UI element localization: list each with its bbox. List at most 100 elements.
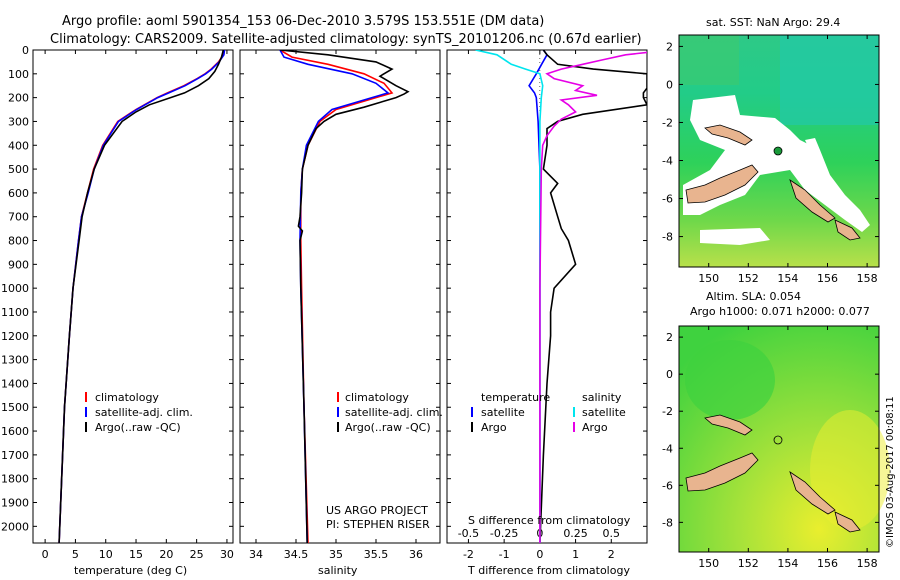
sst-map-frame <box>678 34 880 268</box>
title-line-1: Argo profile: aoml 5901354_153 06-Dec-20… <box>62 14 544 29</box>
legend-climatology: climatology <box>95 391 159 404</box>
s-tick-label: -0.25 <box>490 527 518 540</box>
series-group <box>475 50 647 543</box>
difference-xlabel: T difference from climatology <box>467 564 630 577</box>
map-y-tick-label: -8 <box>662 231 673 244</box>
depth-tick-label: 1400 <box>1 377 29 390</box>
map-y-tick-label: 2 <box>666 40 673 53</box>
x-tick-label: -2 <box>463 548 474 561</box>
x-tick-label: 15 <box>129 548 143 561</box>
x-tick-label: 10 <box>99 548 113 561</box>
sla-map <box>678 325 890 553</box>
depth-tick-label: 1100 <box>1 306 29 319</box>
map-ticks: 150 152 154 156 158 2 0 -2 -4 -6 -8 150 152 154 156 158… <box>662 35 879 570</box>
x-tick-label: 5 <box>72 548 79 561</box>
land-new-ireland <box>704 124 753 146</box>
sst-nodata-mask-2 <box>700 228 770 245</box>
legend-satellite: satellite-adj. clim. <box>95 406 193 419</box>
map-x-tick-label: 154 <box>777 557 798 570</box>
map-x-tick-label: 156 <box>817 557 838 570</box>
land-solomons <box>834 219 861 241</box>
series-group <box>279 50 410 543</box>
salinity-xlabel: salinity <box>318 564 358 577</box>
map-y-tick-label: -4 <box>662 442 673 455</box>
sst-warm-patch <box>780 35 879 125</box>
sla-map-frame <box>678 325 880 553</box>
map-y-tick-label: -6 <box>662 193 673 206</box>
x-tick-label: 34 <box>249 548 263 561</box>
imos-credit: ©IMOS 03-Aug-2017 00:08:11 <box>885 396 896 548</box>
depth-tick-label: 100 <box>8 68 29 81</box>
series-line-satellite-adj-clim- <box>58 50 226 543</box>
series-line-t-satellite <box>528 50 548 543</box>
legend-argo: Argo(..raw -QC) <box>345 421 431 434</box>
map-y-tick-label: -6 <box>662 479 673 492</box>
sst-map <box>678 34 880 268</box>
legend-argo: Argo(..raw -QC) <box>95 421 181 434</box>
sst-west-patch <box>679 35 739 85</box>
series-line-s-argo <box>539 51 647 543</box>
sla-high-patch <box>810 410 890 530</box>
x-tick-label: 34.5 <box>284 548 309 561</box>
depth-tick-label: 700 <box>8 211 29 224</box>
difference-top-label: S difference from climatology <box>468 514 631 527</box>
difference-panel: -2 -1 0 1 2-0.5 -0.25 0 0.25 0.5 <box>446 49 648 561</box>
legend-t-satellite: satellite <box>481 406 525 419</box>
map-x-tick-label: 152 <box>738 557 759 570</box>
series-line-argo-raw-qc- <box>279 50 410 543</box>
depth-tick-label: 1200 <box>1 330 29 343</box>
map-y-tick-label: 2 <box>666 331 673 344</box>
x-tick-label: 2 <box>608 548 615 561</box>
land-bougainville <box>789 471 836 515</box>
depth-tick-label: 1900 <box>1 497 29 510</box>
depth-tick-label: 1700 <box>1 449 29 462</box>
land-bougainville <box>789 179 836 223</box>
map-x-tick-label: 158 <box>857 557 878 570</box>
map-y-tick-label: -8 <box>662 516 673 529</box>
temperature-legend: climatology satellite-adj. clim. Argo(..… <box>85 391 193 434</box>
legend-s-argo: Argo <box>582 421 608 434</box>
sla-map-title: Altim. SLA: 0.054 <box>706 290 801 303</box>
series-line-s-satellite <box>475 50 544 543</box>
x-tick-label: 20 <box>159 548 173 561</box>
legend-s-satellite: satellite <box>582 406 626 419</box>
argo-float-marker <box>773 435 783 445</box>
legend-header-salinity: salinity <box>582 391 622 404</box>
map-y-tick-label: -2 <box>662 405 673 418</box>
legend-satellite: satellite-adj. clim. <box>345 406 443 419</box>
sla-map-subtitle: Argo h1000: 0.071 h2000: 0.077 <box>690 305 870 318</box>
panel-frame <box>446 49 648 544</box>
map-x-tick-label: 152 <box>738 272 759 285</box>
salinity-legend: climatology satellite-adj. clim. Argo(..… <box>337 391 443 434</box>
legend-header-temperature: temperature <box>481 391 550 404</box>
depth-tick-label: 2000 <box>1 520 29 533</box>
panel-frame <box>239 49 441 544</box>
land-new-britain <box>685 164 759 204</box>
depth-tick-label: 1300 <box>1 354 29 367</box>
depth-tick-label: 600 <box>8 187 29 200</box>
depth-tick-label: 800 <box>8 235 29 248</box>
depth-tick-label: 900 <box>8 258 29 271</box>
depth-tick-label: 1000 <box>1 282 29 295</box>
argo-float-marker <box>773 146 783 156</box>
depth-tick-label: 1500 <box>1 401 29 414</box>
map-x-tick-label: 158 <box>857 272 878 285</box>
series-line-satellite-adj-clim- <box>279 50 390 543</box>
s-tick-label: -0.5 <box>458 527 479 540</box>
depth-tick-label: 500 <box>8 163 29 176</box>
series-line-argo-raw-qc- <box>58 50 225 543</box>
depth-tick-label: 1800 <box>1 473 29 486</box>
map-x-tick-label: 154 <box>777 272 798 285</box>
depth-tick-label: 1600 <box>1 425 29 438</box>
map-x-tick-label: 150 <box>698 272 719 285</box>
s-tick-label: 0.5 <box>603 527 621 540</box>
x-tick-label: 0 <box>536 548 543 561</box>
series-line-climatology <box>279 50 394 543</box>
pi-label: PI: STEPHEN RISER <box>326 518 430 531</box>
map-y-tick-label: 0 <box>666 368 673 381</box>
series-group <box>58 50 226 543</box>
x-tick-label: 1 <box>572 548 579 561</box>
difference-legend: temperature salinity satellite Argo sate… <box>471 391 626 434</box>
